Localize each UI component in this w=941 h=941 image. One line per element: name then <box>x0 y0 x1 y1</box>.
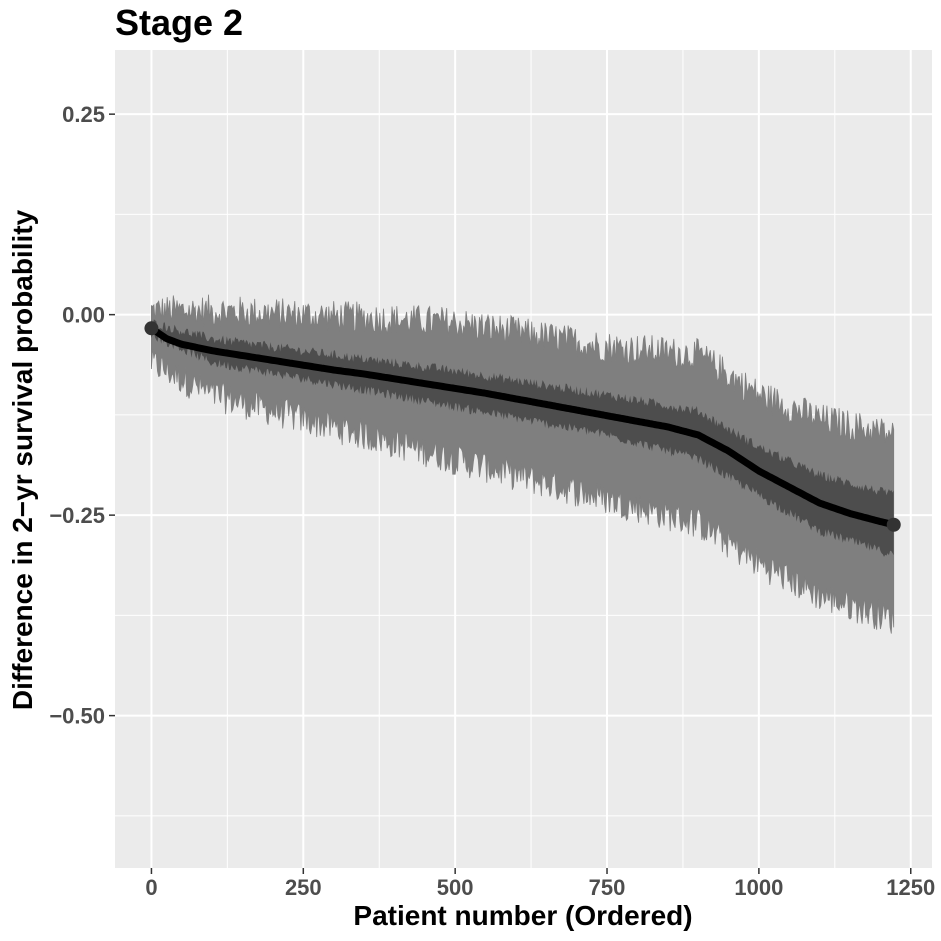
x-tick-label: 1000 <box>734 875 783 900</box>
chart-title: Stage 2 <box>115 2 244 43</box>
x-tick-label: 0 <box>145 875 157 900</box>
y-tick-label: −0.25 <box>49 503 105 528</box>
x-tick-label: 500 <box>437 875 474 900</box>
x-tick-label: 750 <box>589 875 626 900</box>
y-tick-label: −0.50 <box>49 704 105 729</box>
inner-band <box>151 319 894 557</box>
start-endpoint <box>144 321 159 336</box>
x-tick-label: 1250 <box>886 875 935 900</box>
y-axis-title: Difference in 2−yr survival probability <box>7 209 38 710</box>
y-tick-label: 0.00 <box>62 303 105 328</box>
end-endpoint <box>886 517 901 532</box>
estimate-line-group <box>144 321 901 532</box>
confidence-bands <box>151 294 895 634</box>
estimate-line <box>147 324 896 528</box>
axis-ticks <box>109 113 912 874</box>
y-tick-label: 0.25 <box>62 102 105 127</box>
x-axis-title: Patient number (Ordered) <box>353 900 692 931</box>
tick-labels: 0 250 500 750 1000 1250 0.25 0.00 −0.25 −0.50 <box>49 102 935 900</box>
x-tick-label: 250 <box>285 875 322 900</box>
